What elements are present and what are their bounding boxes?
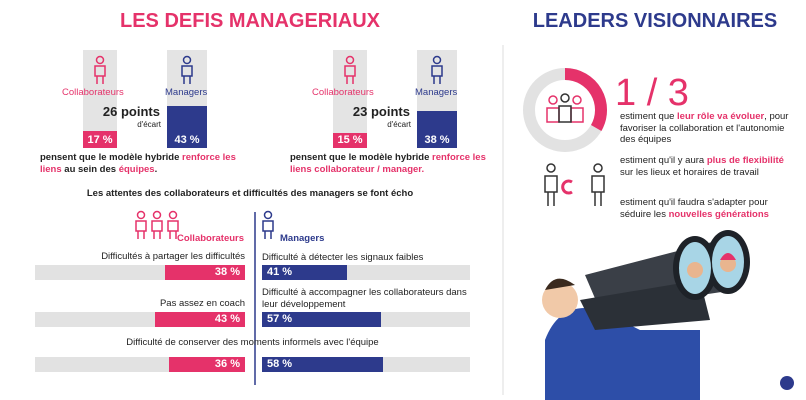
bar-track: 57 % (262, 312, 470, 327)
value-label: 36 % (214, 358, 240, 370)
manager-label: Managers (165, 87, 208, 98)
left-title: LES DEFIS MANAGERIAUX (119, 10, 381, 32)
person-icon (94, 55, 106, 84)
person-icon (344, 55, 356, 84)
bar-track: 43 % (35, 312, 245, 327)
bar-track: 36 % (35, 357, 245, 372)
value-label: 58 % (267, 358, 293, 370)
highlight: leur rôle va évoluer (677, 111, 765, 122)
text: estiment que (620, 111, 678, 122)
text: estiment qu'il faudra s'adapter pour séd… (620, 197, 768, 220)
text: estiment qu'il y aura (620, 155, 707, 166)
collab-label: Collaborateurs (62, 87, 124, 98)
bar-track: 41 % (262, 265, 470, 280)
manager-legend: Managers (280, 233, 325, 244)
person-icon (135, 210, 179, 239)
leader-text: estiment qu'il y aura plus de flexibilit… (620, 155, 790, 178)
value-label: 41 % (267, 266, 293, 278)
value-label: 38 % (424, 134, 450, 146)
bar: 41 % (262, 265, 348, 280)
gap-sub: d'écart (387, 120, 411, 129)
column-fill (167, 105, 207, 148)
fraction: 1 / 3 (615, 72, 689, 114)
gap: 26 points (102, 104, 160, 119)
leader-text: estiment que leur rôle va évoluer, pour … (620, 111, 790, 146)
bar: 36 % (169, 357, 245, 372)
leader-text: estiment qu'il faudra s'adapter pour séd… (620, 197, 790, 220)
manager-label: Managers (415, 87, 458, 98)
collab-legend: Collaborateurs (177, 233, 245, 244)
bar-label: Difficulté à accompagner les collaborate… (262, 287, 467, 310)
right-title: LEADERS VISIONNAIRES (532, 10, 778, 32)
caption: pensent que le modèle hybride renforce l… (290, 152, 505, 175)
highlight: équipes (118, 163, 155, 175)
value-label: 15 % (337, 134, 363, 146)
column-fill (333, 133, 367, 148)
text: au sein des (61, 163, 119, 175)
value-label: 38 % (214, 266, 240, 278)
bar: 58 % (262, 357, 383, 372)
column-fill (417, 110, 457, 148)
highlight: renforce les liens collaborateur / manag… (290, 152, 486, 175)
bar-label: Difficulté de conserver des moments info… (126, 337, 379, 348)
bar-label: Pas assez en coach (159, 298, 245, 309)
person-icon (262, 210, 274, 239)
text: pensent que le modèle hybride (290, 152, 433, 163)
bar: 57 % (262, 312, 381, 327)
highlight: renforce les liens (40, 152, 236, 175)
column-fill (83, 131, 117, 148)
text: , pour favoriser la collaboration et l'a… (620, 111, 789, 145)
caption: pensent que le modèle hybride renforce l… (40, 152, 255, 175)
bar-label: Difficulté à détecter les signaux faible… (262, 251, 424, 263)
text: sur les lieux et horaires de travail (620, 166, 759, 178)
value-label: 17 % (87, 134, 113, 146)
gap-sub: d'écart (137, 120, 161, 129)
highlight: plus de flexibilité (706, 155, 784, 166)
gap: 23 points (352, 104, 410, 119)
value-label: 43 % (174, 134, 200, 146)
bar-track: 58 % (262, 357, 470, 372)
highlight: nouvelles générations (668, 208, 769, 220)
collab-label: Collaborateurs (312, 87, 374, 98)
bar-label: Difficultés à partager les difficultés (101, 251, 245, 262)
value-label: 57 % (267, 313, 293, 325)
text: pensent que le modèle hybride (40, 152, 183, 163)
bar: 43 % (154, 312, 245, 327)
person-icon (431, 55, 443, 84)
value-label: 43 % (214, 313, 240, 325)
person-icon (181, 55, 193, 84)
text: . (154, 163, 158, 175)
bar-track: 38 % (35, 265, 245, 280)
subtitle: Les attentes des collaborateurs et diffi… (86, 188, 414, 199)
bar: 38 % (165, 265, 245, 280)
